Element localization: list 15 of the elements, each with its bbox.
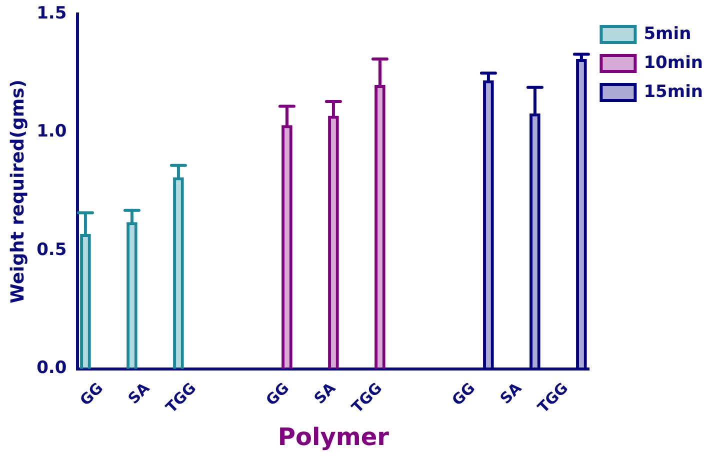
x-tick-label: SA: [310, 378, 340, 408]
legend-label: 10min: [644, 52, 704, 73]
x-tick-label: SA: [124, 378, 154, 408]
y-tick-label: 0.0: [36, 358, 67, 378]
x-tick-label: GG: [448, 379, 479, 410]
legend-label: 5min: [644, 24, 692, 44]
y-tick-label: 0.5: [36, 240, 67, 260]
x-tick-label: GG: [76, 379, 107, 410]
x-tick-label: SA: [496, 378, 526, 408]
y-tick-label: 1.0: [36, 122, 67, 142]
x-tick-label: GG: [262, 379, 293, 410]
legend-label: 15min: [644, 82, 704, 102]
x-axis-title: Polymer: [278, 422, 390, 451]
y-tick-label: 1.5: [36, 3, 67, 24]
y-axis-title: Weight required(gms): [7, 79, 28, 304]
